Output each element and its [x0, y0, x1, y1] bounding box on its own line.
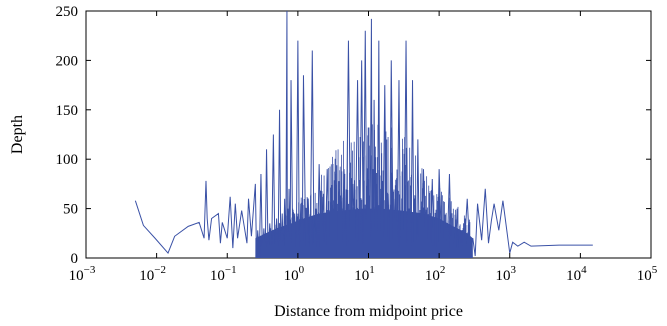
y-tick-label: 150 — [56, 103, 79, 119]
x-tick-label: 105 — [637, 264, 658, 284]
x-tick-label: 10−1 — [210, 264, 237, 284]
y-tick-label: 100 — [56, 152, 79, 168]
x-axis-title: Distance from midpoint price — [274, 303, 463, 320]
y-tick-label: 50 — [63, 202, 78, 218]
x-tick-label: 101 — [354, 264, 375, 284]
y-axis-title: Depth — [9, 115, 26, 154]
x-tick-label: 10−2 — [139, 264, 166, 284]
y-tick-label: 250 — [56, 4, 79, 20]
x-tick-label: 100 — [284, 264, 305, 284]
x-tick-label: 104 — [566, 264, 587, 284]
depth-dense-spikes — [260, 124, 472, 258]
series-layer — [134, 11, 593, 258]
y-tick-label: 0 — [71, 251, 79, 267]
x-axis-ticks: 10−3 10−2 10−1 100 101 102 103 104 105 — [69, 11, 658, 284]
x-tick-label: 102 — [425, 264, 446, 284]
y-tick-label: 200 — [56, 53, 79, 69]
x-tick-label: 10−3 — [69, 264, 96, 284]
y-axis-ticks: 0 50 100 150 200 250 — [56, 4, 651, 267]
x-tick-label: 103 — [496, 264, 517, 284]
plot-area: 10−3 10−2 10−1 100 101 102 103 104 105 0 50 100 150… — [56, 4, 658, 284]
